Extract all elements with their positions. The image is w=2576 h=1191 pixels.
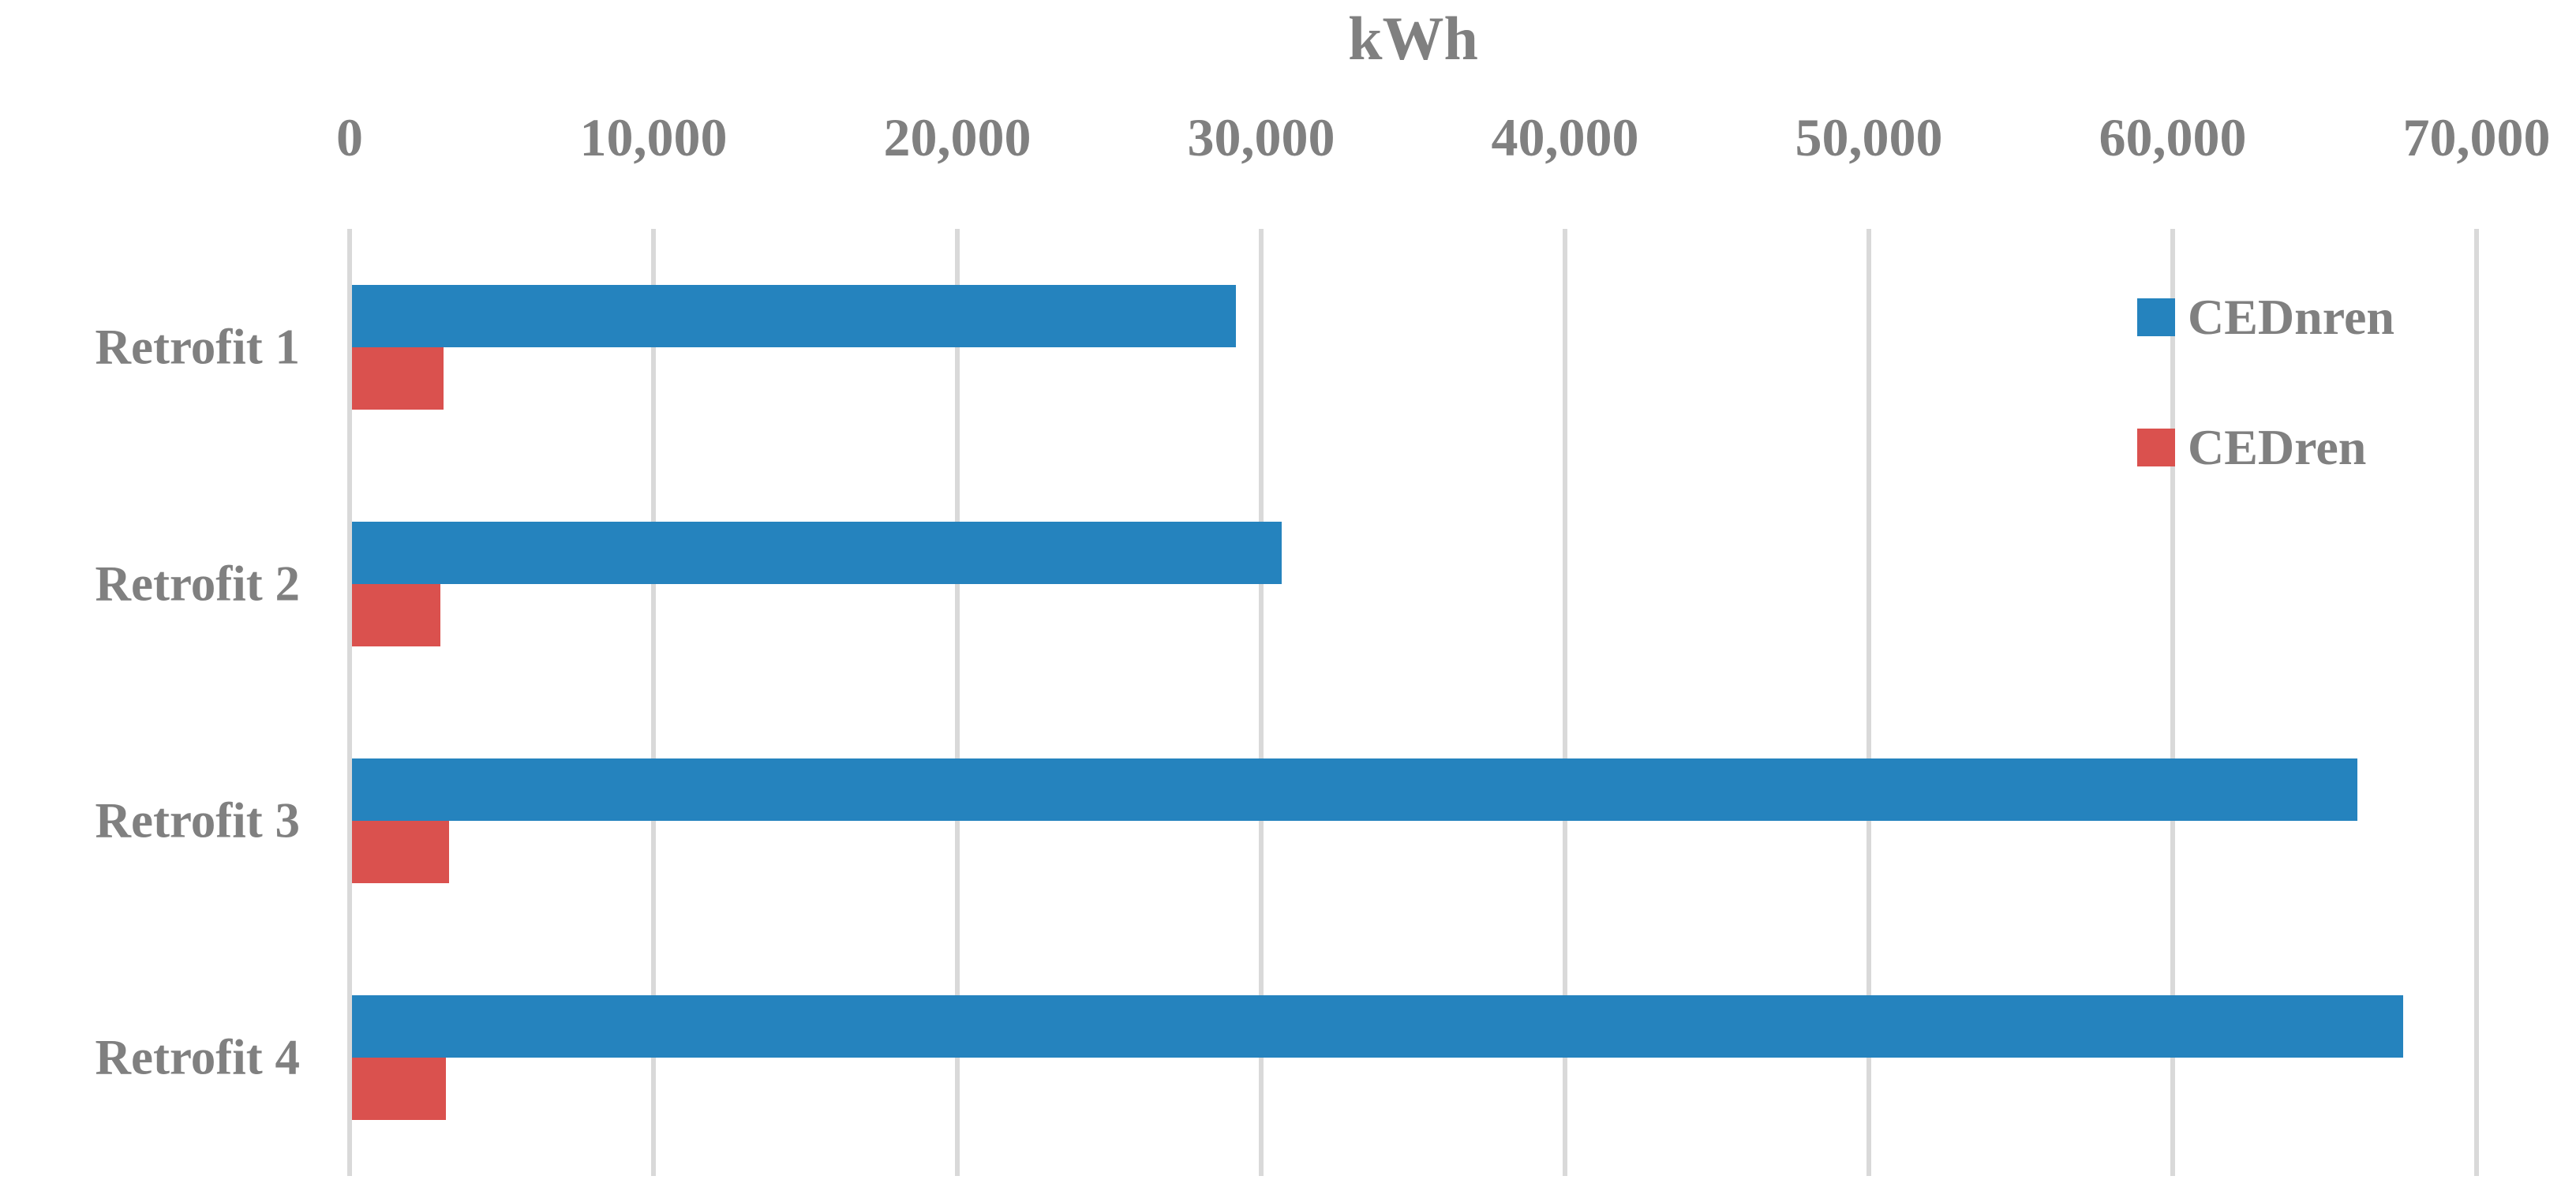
legend-label-cednren: CEDnren xyxy=(2188,289,2394,345)
bar-cedren-retrofit-2 xyxy=(352,584,440,646)
x-tick-label: 10,000 xyxy=(579,107,728,167)
x-tick-label: 30,000 xyxy=(1187,107,1335,167)
legend-entry-cednren: CEDnren xyxy=(2137,292,2394,343)
legend-swatch-cedren xyxy=(2137,429,2175,466)
legend-swatch-cednren xyxy=(2137,298,2175,336)
category-label: Retrofit 2 xyxy=(95,556,300,612)
chart-title: kWh xyxy=(1348,4,1478,73)
gridline xyxy=(1563,229,1567,1176)
bar-cedren-retrofit-1 xyxy=(352,347,444,410)
gridline xyxy=(2474,229,2479,1176)
gridline xyxy=(347,229,352,1176)
category-label: Retrofit 1 xyxy=(95,319,300,375)
bar-cednren-retrofit-1 xyxy=(352,285,1236,347)
bar-cednren-retrofit-2 xyxy=(352,522,1282,584)
gridline xyxy=(651,229,656,1176)
gridline xyxy=(2170,229,2175,1176)
bar-cedren-retrofit-4 xyxy=(352,1058,446,1120)
bar-cednren-retrofit-4 xyxy=(352,995,2403,1058)
x-tick-label: 70,000 xyxy=(2402,107,2551,167)
category-label: Retrofit 4 xyxy=(95,1029,300,1085)
legend-entry-cedren: CEDren xyxy=(2137,422,2366,473)
x-tick-label: 0 xyxy=(336,107,363,167)
x-tick-label: 20,000 xyxy=(883,107,1032,167)
legend-label-cedren: CEDren xyxy=(2188,419,2367,475)
x-tick-label: 60,000 xyxy=(2099,107,2247,167)
gridline xyxy=(1259,229,1264,1176)
x-tick-label: 40,000 xyxy=(1491,107,1639,167)
bar-cednren-retrofit-3 xyxy=(352,758,2357,821)
x-tick-label: 50,000 xyxy=(1795,107,1943,167)
gridline xyxy=(1866,229,1871,1176)
gridline xyxy=(955,229,960,1176)
bar-cedren-retrofit-3 xyxy=(352,821,449,883)
category-label: Retrofit 3 xyxy=(95,792,300,848)
